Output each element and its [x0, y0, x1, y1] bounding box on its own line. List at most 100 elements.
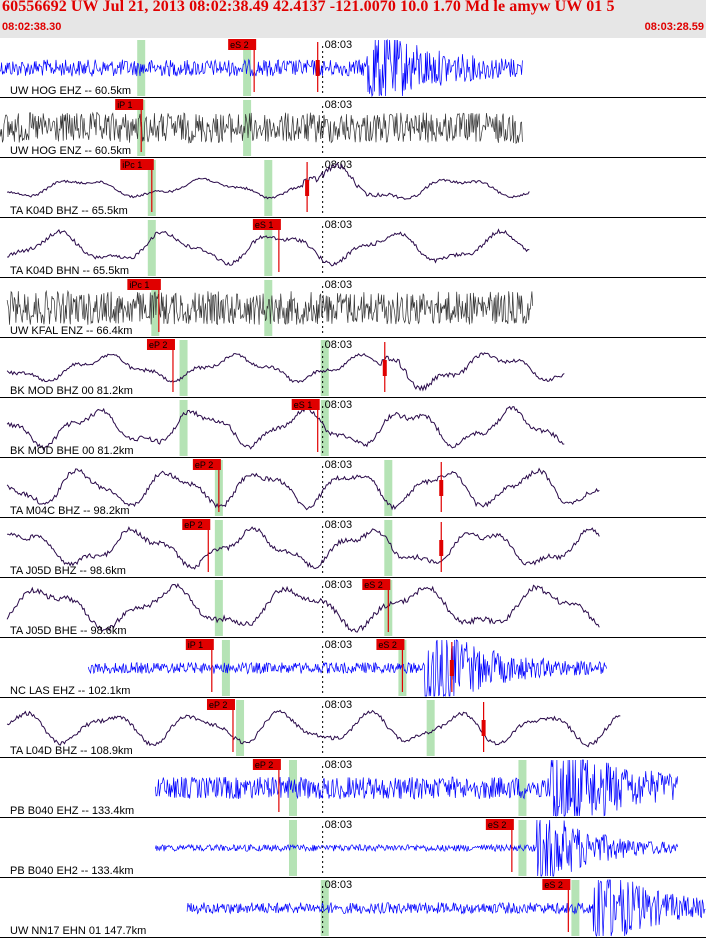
minute-tick-label: 08:03	[325, 759, 353, 771]
minute-tick-label: 08:03	[325, 699, 353, 711]
phase-pick-label: eP 2	[184, 520, 202, 530]
station-label: UW HOG ENZ -- 60.5km	[10, 145, 131, 157]
phase-pick-flag[interactable]	[206, 699, 235, 710]
station-label: TA J05D BHZ -- 98.6km	[10, 565, 126, 577]
phase-pick-label: eP 2	[209, 700, 227, 710]
phase-window-marker	[518, 820, 527, 876]
minute-tick-label: 08:03	[325, 819, 353, 831]
phase-pick-flag[interactable]	[252, 759, 281, 770]
minute-tick-label: 08:03	[325, 339, 353, 351]
waveform-trace	[6, 583, 600, 633]
minute-tick-label: 08:03	[325, 459, 353, 471]
amplitude-pick-mark[interactable]	[382, 360, 387, 376]
phase-window-marker	[214, 580, 223, 636]
phase-pick-flag[interactable]	[115, 99, 144, 110]
phase-pick-flag[interactable]	[291, 399, 320, 410]
amplitude-pick-mark[interactable]	[449, 660, 454, 676]
phase-pick-flag[interactable]	[252, 219, 281, 230]
waveform-trace	[154, 759, 679, 817]
trace-row[interactable]: 08:03 eP 2 TA M04C BHZ -- 98.2km	[0, 459, 706, 518]
phase-pick-flag[interactable]	[228, 39, 257, 50]
waveform-trace	[154, 819, 679, 877]
trace-row[interactable]: 08:03 eS 1 TA K04D BHN -- 65.5km	[0, 219, 706, 278]
waveform-trace	[6, 405, 565, 451]
phase-pick-flag[interactable]	[182, 519, 211, 530]
minute-tick-label: 08:03	[325, 99, 353, 111]
trace-row[interactable]: 08:03 eS 2 UW HOG EHZ -- 60.5km	[0, 39, 706, 98]
station-label: PB B040 EHZ -- 133.4km	[10, 805, 134, 817]
trace-row[interactable]: 08:03 eS 2 UW NN17 EHN 01 147.7km	[0, 878, 706, 938]
phase-window-marker	[147, 220, 156, 276]
phase-pick-label: eS 2	[364, 580, 383, 590]
phase-pick-label: iPc 1	[129, 280, 149, 290]
trace-row[interactable]: 08:03 eP 2 TA J05D BHZ -- 98.6km	[0, 519, 706, 578]
waveform-trace	[6, 289, 534, 326]
phase-pick-label: eS 2	[378, 640, 397, 650]
phase-pick-label: iP 1	[188, 640, 203, 650]
minute-tick-label: 08:03	[325, 879, 353, 891]
trace-row[interactable]: 08:03 eS 1 BK MOD BHE 00 81.2km	[0, 399, 706, 458]
phase-pick-label: eS 2	[230, 40, 249, 50]
phase-window-marker	[264, 220, 273, 276]
trace-row[interactable]: 08:03 eS 2 PB B040 EH2 -- 133.4km	[0, 819, 706, 878]
trace-row[interactable]: 08:03 iP 1 eS 2 NC LAS EHZ -- 102.1km	[0, 639, 706, 698]
waveform-trace	[186, 878, 706, 937]
trace-row[interactable]: 08:03 eP 2 TA L04D BHZ -- 108.9km	[0, 699, 706, 758]
event-title: 60556692 UW Jul 21, 2013 08:02:38.49 42.…	[2, 0, 615, 15]
minute-tick-label: 08:03	[325, 579, 353, 591]
phase-window-marker	[384, 460, 393, 516]
trace-row[interactable]: 08:03 iPc 1 UW KFAL ENZ -- 66.4km	[0, 279, 706, 338]
minute-tick-label: 08:03	[325, 39, 353, 51]
phase-pick-flag[interactable]	[185, 639, 214, 650]
phase-window-marker	[320, 340, 329, 396]
waveform-trace	[7, 228, 530, 267]
station-label: BK MOD BHE 00 81.2km	[10, 445, 134, 457]
waveform-trace	[87, 639, 607, 698]
phase-pick-label: iP 1	[117, 100, 132, 110]
station-label: BK MOD BHZ 00 81.2km	[10, 385, 133, 397]
amplitude-pick-mark[interactable]	[315, 60, 320, 76]
seismogram-panel[interactable]: 08:03 eS 2 UW HOG EHZ -- 60.5km 08:03 iP 1 UW…	[0, 38, 706, 938]
trace-row[interactable]: 08:03 iP 1 UW HOG ENZ -- 60.5km	[0, 99, 706, 158]
station-label: TA K04D BHN -- 65.5km	[10, 265, 129, 277]
phase-window-marker	[384, 520, 393, 576]
phase-pick-flag[interactable]	[120, 159, 154, 170]
phase-pick-flag[interactable]	[376, 639, 405, 650]
trace-row[interactable]: 08:03 eS 2 TA J05D BHE -- 98.6km	[0, 579, 706, 638]
phase-window-marker	[264, 280, 273, 336]
waveform-trace	[7, 526, 600, 570]
phase-pick-flag[interactable]	[362, 579, 391, 590]
phase-pick-flag[interactable]	[127, 279, 161, 290]
start-time-label: 08:02:38.30	[2, 21, 62, 33]
station-label: PB B040 EH2 -- 133.4km	[10, 865, 134, 877]
waveform-trace	[0, 111, 523, 145]
phase-pick-flag[interactable]	[485, 819, 514, 830]
phase-window-marker	[288, 760, 297, 816]
phase-pick-flag[interactable]	[146, 339, 175, 350]
amplitude-pick-mark[interactable]	[305, 180, 310, 196]
waveform-trace	[6, 162, 530, 200]
phase-pick-label: eS 1	[294, 400, 313, 410]
waveform-trace	[6, 352, 565, 392]
waveform-trace	[0, 39, 523, 98]
trace-row[interactable]: 08:03 eP 2 BK MOD BHZ 00 81.2km	[0, 339, 706, 398]
phase-pick-flag[interactable]	[542, 879, 571, 890]
amplitude-pick-mark[interactable]	[439, 540, 444, 556]
minute-tick-label: 08:03	[325, 219, 353, 231]
minute-tick-label: 08:03	[325, 279, 353, 291]
amplitude-pick-mark[interactable]	[439, 480, 444, 496]
station-label: TA K04D BHZ -- 65.5km	[10, 205, 128, 217]
phase-window-marker	[214, 520, 223, 576]
amplitude-pick-mark[interactable]	[481, 720, 486, 736]
waveform-trace	[6, 467, 600, 511]
minute-tick-label: 08:03	[325, 639, 353, 651]
trace-row[interactable]: 08:03 eP 2 PB B040 EHZ -- 133.4km	[0, 759, 706, 818]
end-time-label: 08:03:28.59	[644, 21, 704, 33]
phase-window-marker	[288, 820, 297, 876]
station-label: TA L04D BHZ -- 108.9km	[10, 745, 133, 757]
station-label: UW HOG EHZ -- 60.5km	[10, 85, 131, 97]
phase-pick-label: eS 2	[544, 880, 563, 890]
phase-pick-flag[interactable]	[192, 459, 221, 470]
phase-pick-label: eP 2	[195, 460, 213, 470]
